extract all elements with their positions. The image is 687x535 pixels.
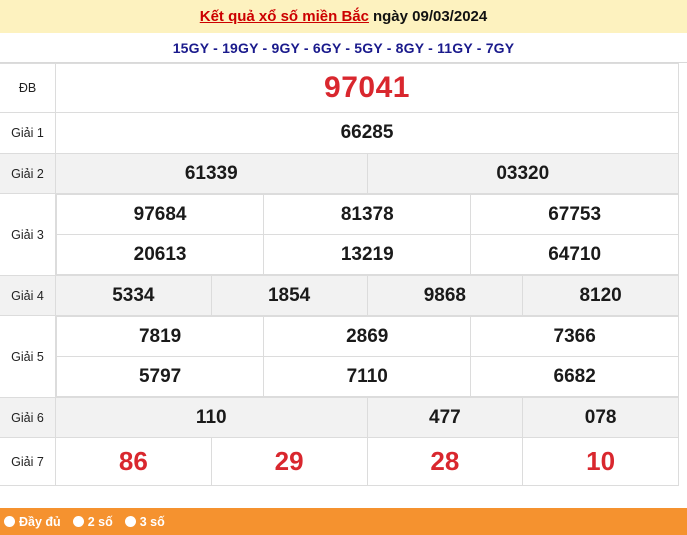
prize-cell-giai-3-2: 81378 <box>263 194 472 235</box>
prize-cell-giai-3-6: 64710 <box>470 234 678 275</box>
prize-cell-giai-4-1: 5334 <box>55 275 212 316</box>
prize-number: 10 <box>586 446 616 476</box>
view-mode-bar: Đầy đủ 2 số 3 số <box>0 508 687 535</box>
radio-option-day-du[interactable]: Đầy đủ <box>4 515 61 529</box>
radio-icon[interactable] <box>124 516 136 527</box>
row-label-giai-4: Giải 4 <box>0 275 56 316</box>
prize-cell-giai-2-1: 61339 <box>55 153 368 194</box>
prize-cell-giai-5-5: 7110 <box>263 356 472 397</box>
radio-label: 3 số <box>139 514 165 529</box>
table-row-giai-2: Giải 2 61339 03320 <box>0 153 679 194</box>
row-label-giai-7: Giải 7 <box>0 437 56 486</box>
lottery-results-table: ĐB 97041 Giải 1 66285 Giải 2 61339 03320… <box>0 63 679 486</box>
radio-label: Đầy đủ <box>19 514 61 529</box>
page-title: Kết quả xổ số miền Bắc ngày 09/03/2024 <box>200 9 487 24</box>
prize-subrow: 5797 7110 6682 <box>55 356 678 397</box>
page-title-date: ngày 09/03/2024 <box>372 8 488 25</box>
prize-grid-giai-5: 7819 2869 7366 5797 7110 6682 <box>55 315 679 398</box>
table-row-db: ĐB 97041 <box>0 63 679 113</box>
prize-cell-giai-7-2: 29 <box>210 437 368 486</box>
prize-cell-db: 97041 <box>55 63 679 113</box>
table-row-giai-7: Giải 7 86 29 28 10 <box>0 437 679 486</box>
prize-cell-giai-6-3: 078 <box>522 397 679 438</box>
prize-subrow: 97684 81378 67753 <box>55 194 678 235</box>
radio-icon[interactable] <box>4 516 15 527</box>
title-band: Kết quả xổ số miền Bắc ngày 09/03/2024 <box>0 0 687 33</box>
prize-cell-giai-7-3: 28 <box>366 437 524 486</box>
radio-option-3-so[interactable]: 3 số <box>124 514 165 529</box>
row-label-giai-2: Giải 2 <box>0 153 56 194</box>
prize-cell-giai-3-5: 13219 <box>263 234 472 275</box>
radio-icon[interactable] <box>72 516 84 527</box>
prize-cell-giai-3-4: 20613 <box>55 234 265 275</box>
prize-cell-giai-1: 66285 <box>55 112 679 154</box>
prize-cell-giai-3-3: 67753 <box>470 194 678 235</box>
loto-head-tail-summary: 15GY - 19GY - 9GY - 6GY - 5GY - 8GY - 11… <box>172 39 515 56</box>
prize-subtable-giai-5: 7819 2869 7366 5797 7110 6682 <box>55 316 678 397</box>
prize-cell-giai-6-1: 110 <box>55 397 368 438</box>
prize-cell-giai-5-2: 2869 <box>263 316 472 357</box>
prize-number: 86 <box>118 446 148 476</box>
radio-option-2-so[interactable]: 2 số <box>72 514 113 529</box>
table-row-giai-6: Giải 6 110 477 078 <box>0 397 679 438</box>
prize-cell-giai-5-4: 5797 <box>55 356 265 397</box>
page-title-main: Kết quả xổ số miền Bắc <box>199 8 369 25</box>
row-label-giai-5: Giải 5 <box>0 315 56 398</box>
prize-cell-giai-2-2: 03320 <box>366 153 679 194</box>
prize-cell-giai-7-4: 10 <box>522 437 679 486</box>
prize-cell-giai-5-3: 7366 <box>470 316 678 357</box>
prize-number: 29 <box>274 446 304 476</box>
row-label-giai-3: Giải 3 <box>0 193 56 276</box>
prize-cell-giai-7-1: 86 <box>55 437 212 486</box>
table-row-giai-4: Giải 4 5334 1854 9868 8120 <box>0 275 679 316</box>
row-label-giai-6: Giải 6 <box>0 397 56 438</box>
prize-cell-giai-5-6: 6682 <box>470 356 678 397</box>
table-row-giai-3: Giải 3 97684 81378 67753 20613 <box>0 193 679 276</box>
prize-cell-giai-6-2: 477 <box>366 397 524 438</box>
row-label-db: ĐB <box>0 63 56 113</box>
prize-subrow: 20613 13219 64710 <box>55 234 678 275</box>
subtitle-band: 15GY - 19GY - 9GY - 6GY - 5GY - 8GY - 11… <box>0 33 687 63</box>
prize-subtable-giai-3: 97684 81378 67753 20613 13219 64710 <box>55 194 678 275</box>
table-row-giai-1: Giải 1 66285 <box>0 112 679 154</box>
prize-cell-giai-3-1: 97684 <box>55 194 265 235</box>
prize-cell-giai-4-3: 9868 <box>366 275 524 316</box>
row-label-giai-1: Giải 1 <box>0 112 56 154</box>
prize-cell-giai-5-1: 7819 <box>55 316 265 357</box>
prize-number: 28 <box>430 446 460 476</box>
results-table-wrap: ĐB 97041 Giải 1 66285 Giải 2 61339 03320… <box>0 63 687 486</box>
radio-label: 2 số <box>87 514 113 529</box>
prize-grid-giai-3: 97684 81378 67753 20613 13219 64710 <box>55 193 679 276</box>
prize-subrow: 7819 2869 7366 <box>55 316 678 357</box>
prize-number: 97041 <box>324 71 410 104</box>
table-row-giai-5: Giải 5 7819 2869 7366 5797 <box>0 315 679 398</box>
prize-cell-giai-4-2: 1854 <box>210 275 368 316</box>
prize-cell-giai-4-4: 8120 <box>522 275 679 316</box>
